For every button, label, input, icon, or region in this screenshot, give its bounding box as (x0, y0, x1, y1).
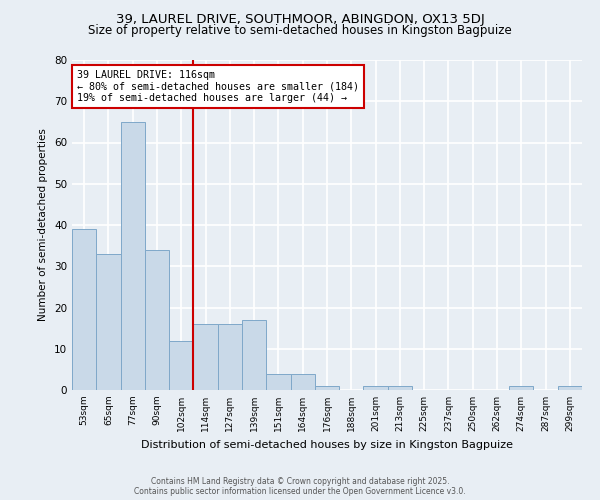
Bar (388, 386, 412, 390)
Bar (509, 386, 533, 390)
Bar (242, 320, 266, 390)
Text: 39, LAUREL DRIVE, SOUTHMOOR, ABINGDON, OX13 5DJ: 39, LAUREL DRIVE, SOUTHMOOR, ABINGDON, O… (116, 12, 484, 26)
Bar (96, 254, 121, 390)
Bar (121, 122, 145, 390)
Text: Contains HM Land Registry data © Crown copyright and database right 2025.
Contai: Contains HM Land Registry data © Crown c… (134, 476, 466, 496)
Y-axis label: Number of semi-detached properties: Number of semi-detached properties (38, 128, 49, 322)
Bar (193, 324, 218, 390)
X-axis label: Distribution of semi-detached houses by size in Kingston Bagpuize: Distribution of semi-detached houses by … (141, 440, 513, 450)
Bar (364, 386, 388, 390)
Text: 39 LAUREL DRIVE: 116sqm
← 80% of semi-detached houses are smaller (184)
19% of s: 39 LAUREL DRIVE: 116sqm ← 80% of semi-de… (77, 70, 359, 103)
Bar (558, 386, 582, 390)
Bar (218, 324, 242, 390)
Bar (72, 229, 96, 390)
Bar (290, 374, 315, 390)
Bar (266, 374, 290, 390)
Bar (145, 250, 169, 390)
Bar (315, 386, 339, 390)
Bar (169, 340, 193, 390)
Text: Size of property relative to semi-detached houses in Kingston Bagpuize: Size of property relative to semi-detach… (88, 24, 512, 37)
